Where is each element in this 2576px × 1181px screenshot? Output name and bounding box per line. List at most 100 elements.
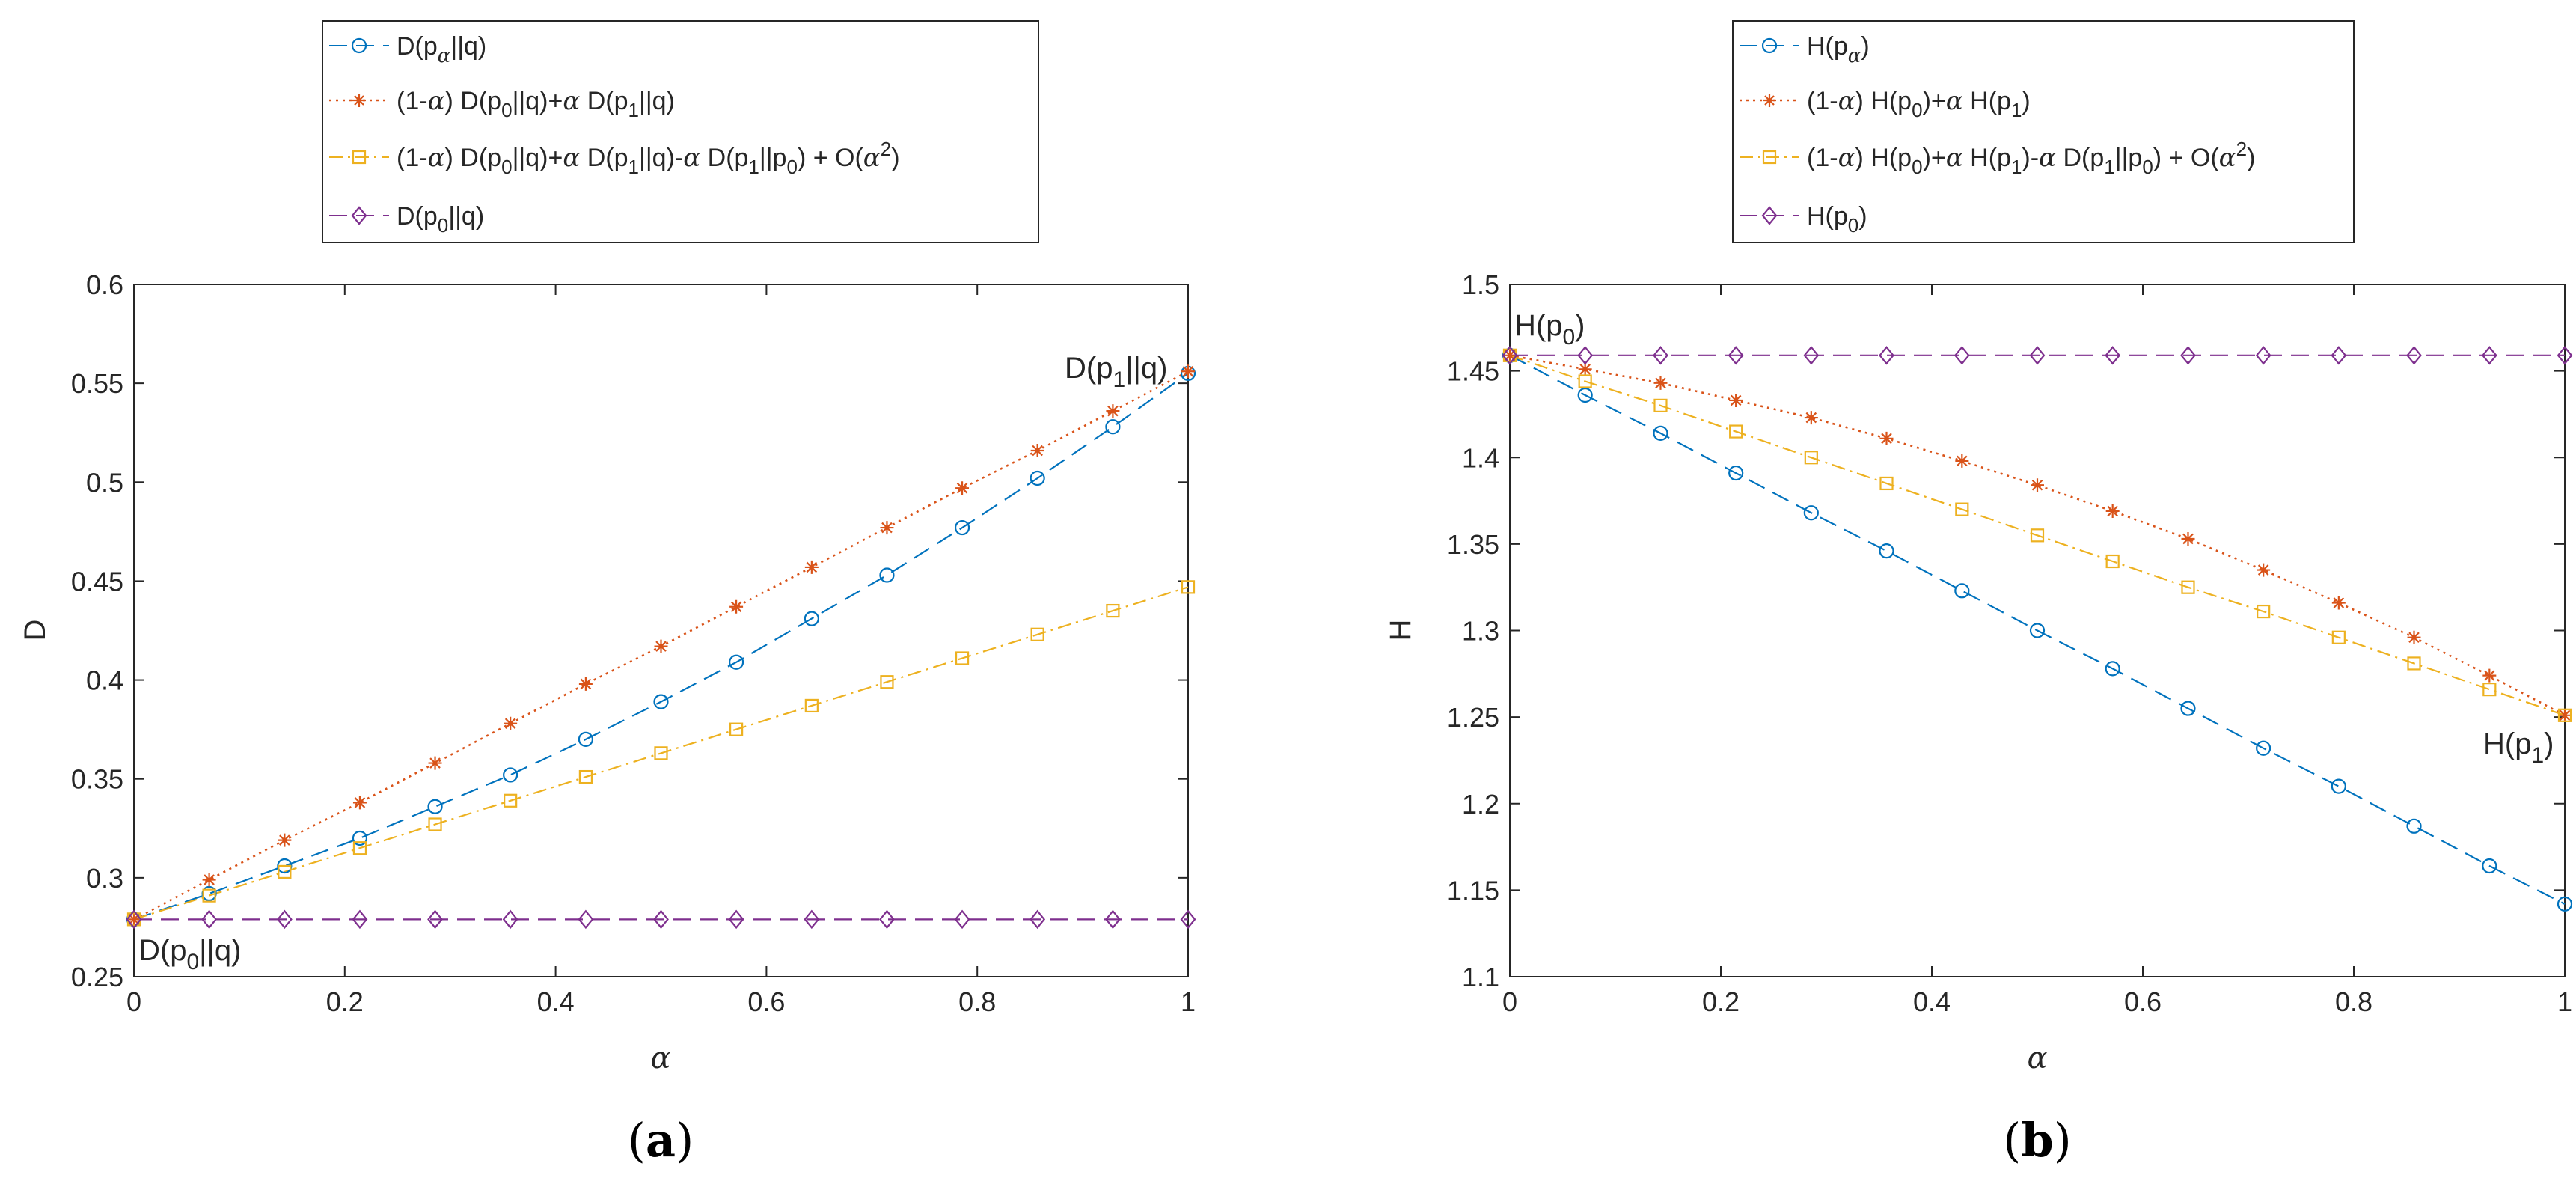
data-point-a-square bbox=[729, 722, 744, 736]
data-point-a-star bbox=[1181, 364, 1195, 379]
data-point-a-square bbox=[202, 888, 216, 903]
y-tick-label: 0.4 bbox=[86, 665, 123, 696]
data-point-b-square bbox=[2482, 683, 2497, 697]
data-point-a-diamond bbox=[201, 909, 218, 930]
data-point-a-diamond bbox=[578, 909, 594, 930]
data-point-b-square bbox=[1578, 374, 1592, 388]
data-point-a-square bbox=[654, 746, 668, 760]
y-tick-label: 1.1 bbox=[1462, 962, 1499, 992]
y-tick-label: 0.55 bbox=[71, 368, 123, 399]
data-point-b-star bbox=[1729, 393, 1743, 407]
x-tick-label: 0.2 bbox=[326, 986, 364, 1017]
data-point-a-square bbox=[428, 817, 442, 831]
y-tick-label: 1.45 bbox=[1447, 356, 1499, 387]
legend-marker-diamond-a bbox=[351, 206, 367, 225]
data-point-a-circle bbox=[427, 799, 443, 814]
data-point-a-star bbox=[578, 677, 593, 691]
legend-label-a-3: (1-α) D(p0||q)+α D(p1||q)-α D(p1||p0) + … bbox=[397, 138, 900, 178]
data-point-a-diamond bbox=[879, 909, 895, 930]
data-point-b-diamond bbox=[2180, 346, 2196, 365]
data-point-b-square bbox=[2407, 656, 2421, 671]
data-point-b-diamond bbox=[2481, 346, 2497, 365]
data-point-a-star bbox=[1030, 444, 1044, 457]
y-tick-label: 1.4 bbox=[1462, 442, 1499, 473]
x-axis-label-b: α bbox=[2027, 1041, 2047, 1075]
y-tick-label: 0.25 bbox=[71, 962, 123, 992]
x-tick-label: 1 bbox=[1181, 986, 1196, 1017]
data-point-b-circle bbox=[1879, 543, 1894, 559]
data-point-b-square bbox=[2257, 604, 2271, 619]
data-point-b-star bbox=[2257, 563, 2271, 577]
data-point-b-diamond bbox=[2255, 346, 2271, 365]
legend-a: D(pα||q) (1-α) D(p0||q)+α D(p1||q) (1-α)… bbox=[322, 20, 1039, 243]
data-point-b-star bbox=[2558, 708, 2572, 722]
data-point-a-diamond bbox=[1180, 909, 1196, 930]
data-point-a-star bbox=[654, 639, 668, 653]
ticks-a: 0 0.2 0.4 0.6 0.8 1 0.25 0.3 0.35 0.4 0.45 0.5 0.55 0… bbox=[71, 269, 1196, 1017]
data-point-a-diamond bbox=[804, 909, 820, 930]
data-point-b-star bbox=[1578, 362, 1592, 376]
x-tick-label: 0.4 bbox=[537, 986, 575, 1017]
data-point-b-diamond bbox=[2029, 346, 2046, 365]
data-point-a-square bbox=[504, 793, 518, 808]
data-point-a-star bbox=[428, 756, 442, 770]
data-point-b-square bbox=[2331, 630, 2346, 644]
data-point-a-circle bbox=[653, 694, 669, 709]
data-point-b-star bbox=[2105, 504, 2120, 518]
data-point-b-circle bbox=[2331, 778, 2346, 794]
legend-b: H(pα) (1-α) H(p0)+α H(p1) (1-α) H(p0)+α … bbox=[1732, 20, 2355, 243]
data-point-a-star bbox=[880, 521, 894, 535]
legend-marker-star-a bbox=[352, 94, 366, 107]
data-point-b-star bbox=[1804, 411, 1818, 425]
data-point-a-diamond bbox=[728, 909, 744, 930]
data-point-a-circle bbox=[1030, 470, 1045, 486]
data-point-b-square bbox=[2181, 580, 2195, 594]
x-tick-label: 0 bbox=[1502, 986, 1517, 1017]
data-point-b-diamond bbox=[1653, 346, 1668, 365]
y-tick-label: 0.5 bbox=[86, 467, 123, 498]
data-point-a-star bbox=[504, 716, 518, 730]
data-point-a-diamond bbox=[653, 909, 669, 930]
y-tick-label: 1.25 bbox=[1447, 702, 1499, 733]
data-point-a-star bbox=[278, 833, 292, 847]
legend-label-b-3: (1-α) H(p0)+α H(p1)-α D(p1||p0) + O(α2) bbox=[1807, 138, 2255, 178]
data-point-a-square bbox=[352, 841, 367, 855]
y-tick-label: 1.35 bbox=[1447, 529, 1499, 560]
series-group-b bbox=[1502, 346, 2573, 912]
data-point-b-diamond bbox=[1954, 346, 1970, 365]
data-point-b-circle bbox=[2029, 623, 2046, 638]
data-point-a-diamond bbox=[1030, 909, 1046, 930]
data-point-a-star bbox=[804, 560, 819, 574]
data-point-b-star bbox=[2407, 630, 2421, 644]
data-point-b-circle bbox=[1577, 387, 1593, 403]
data-point-b-star bbox=[2031, 478, 2044, 492]
data-point-a-circle bbox=[352, 830, 368, 846]
data-point-a-square bbox=[1030, 627, 1044, 641]
x-tick-label: 0 bbox=[126, 986, 141, 1017]
x-tick-label: 1 bbox=[2557, 986, 2572, 1017]
data-point-a-diamond bbox=[276, 909, 293, 930]
data-point-a-star bbox=[1106, 404, 1120, 418]
x-tick-label: 0.6 bbox=[747, 986, 785, 1017]
data-point-a-diamond bbox=[1104, 909, 1121, 930]
data-point-b-diamond bbox=[1803, 346, 1820, 365]
x-tick-label: 0.2 bbox=[1702, 986, 1740, 1017]
series-line-b-circle bbox=[1509, 354, 2566, 905]
data-point-a-circle bbox=[503, 767, 518, 783]
data-point-b-square bbox=[1879, 476, 1894, 491]
data-point-b-star bbox=[2181, 531, 2195, 546]
legend-label-a-1: D(pα||q) bbox=[397, 32, 486, 67]
data-point-b-circle bbox=[1803, 505, 1819, 521]
data-point-b-star bbox=[2331, 596, 2346, 610]
ticks-b: 0 0.2 0.4 0.6 0.8 1 1.1 1.15 1.2 1.25 1.3 1.35 1.4 1.… bbox=[1447, 269, 2572, 1017]
data-point-b-square bbox=[1955, 502, 1969, 516]
data-point-b-circle bbox=[1653, 425, 1668, 441]
panel-label-a: (a) bbox=[628, 1113, 694, 1168]
data-point-b-diamond bbox=[1577, 346, 1594, 365]
data-point-b-square bbox=[1729, 424, 1743, 439]
data-point-a-diamond bbox=[954, 909, 970, 930]
data-point-a-diamond bbox=[352, 909, 368, 930]
data-point-b-star bbox=[1653, 376, 1668, 390]
data-point-b-square bbox=[2557, 708, 2572, 722]
